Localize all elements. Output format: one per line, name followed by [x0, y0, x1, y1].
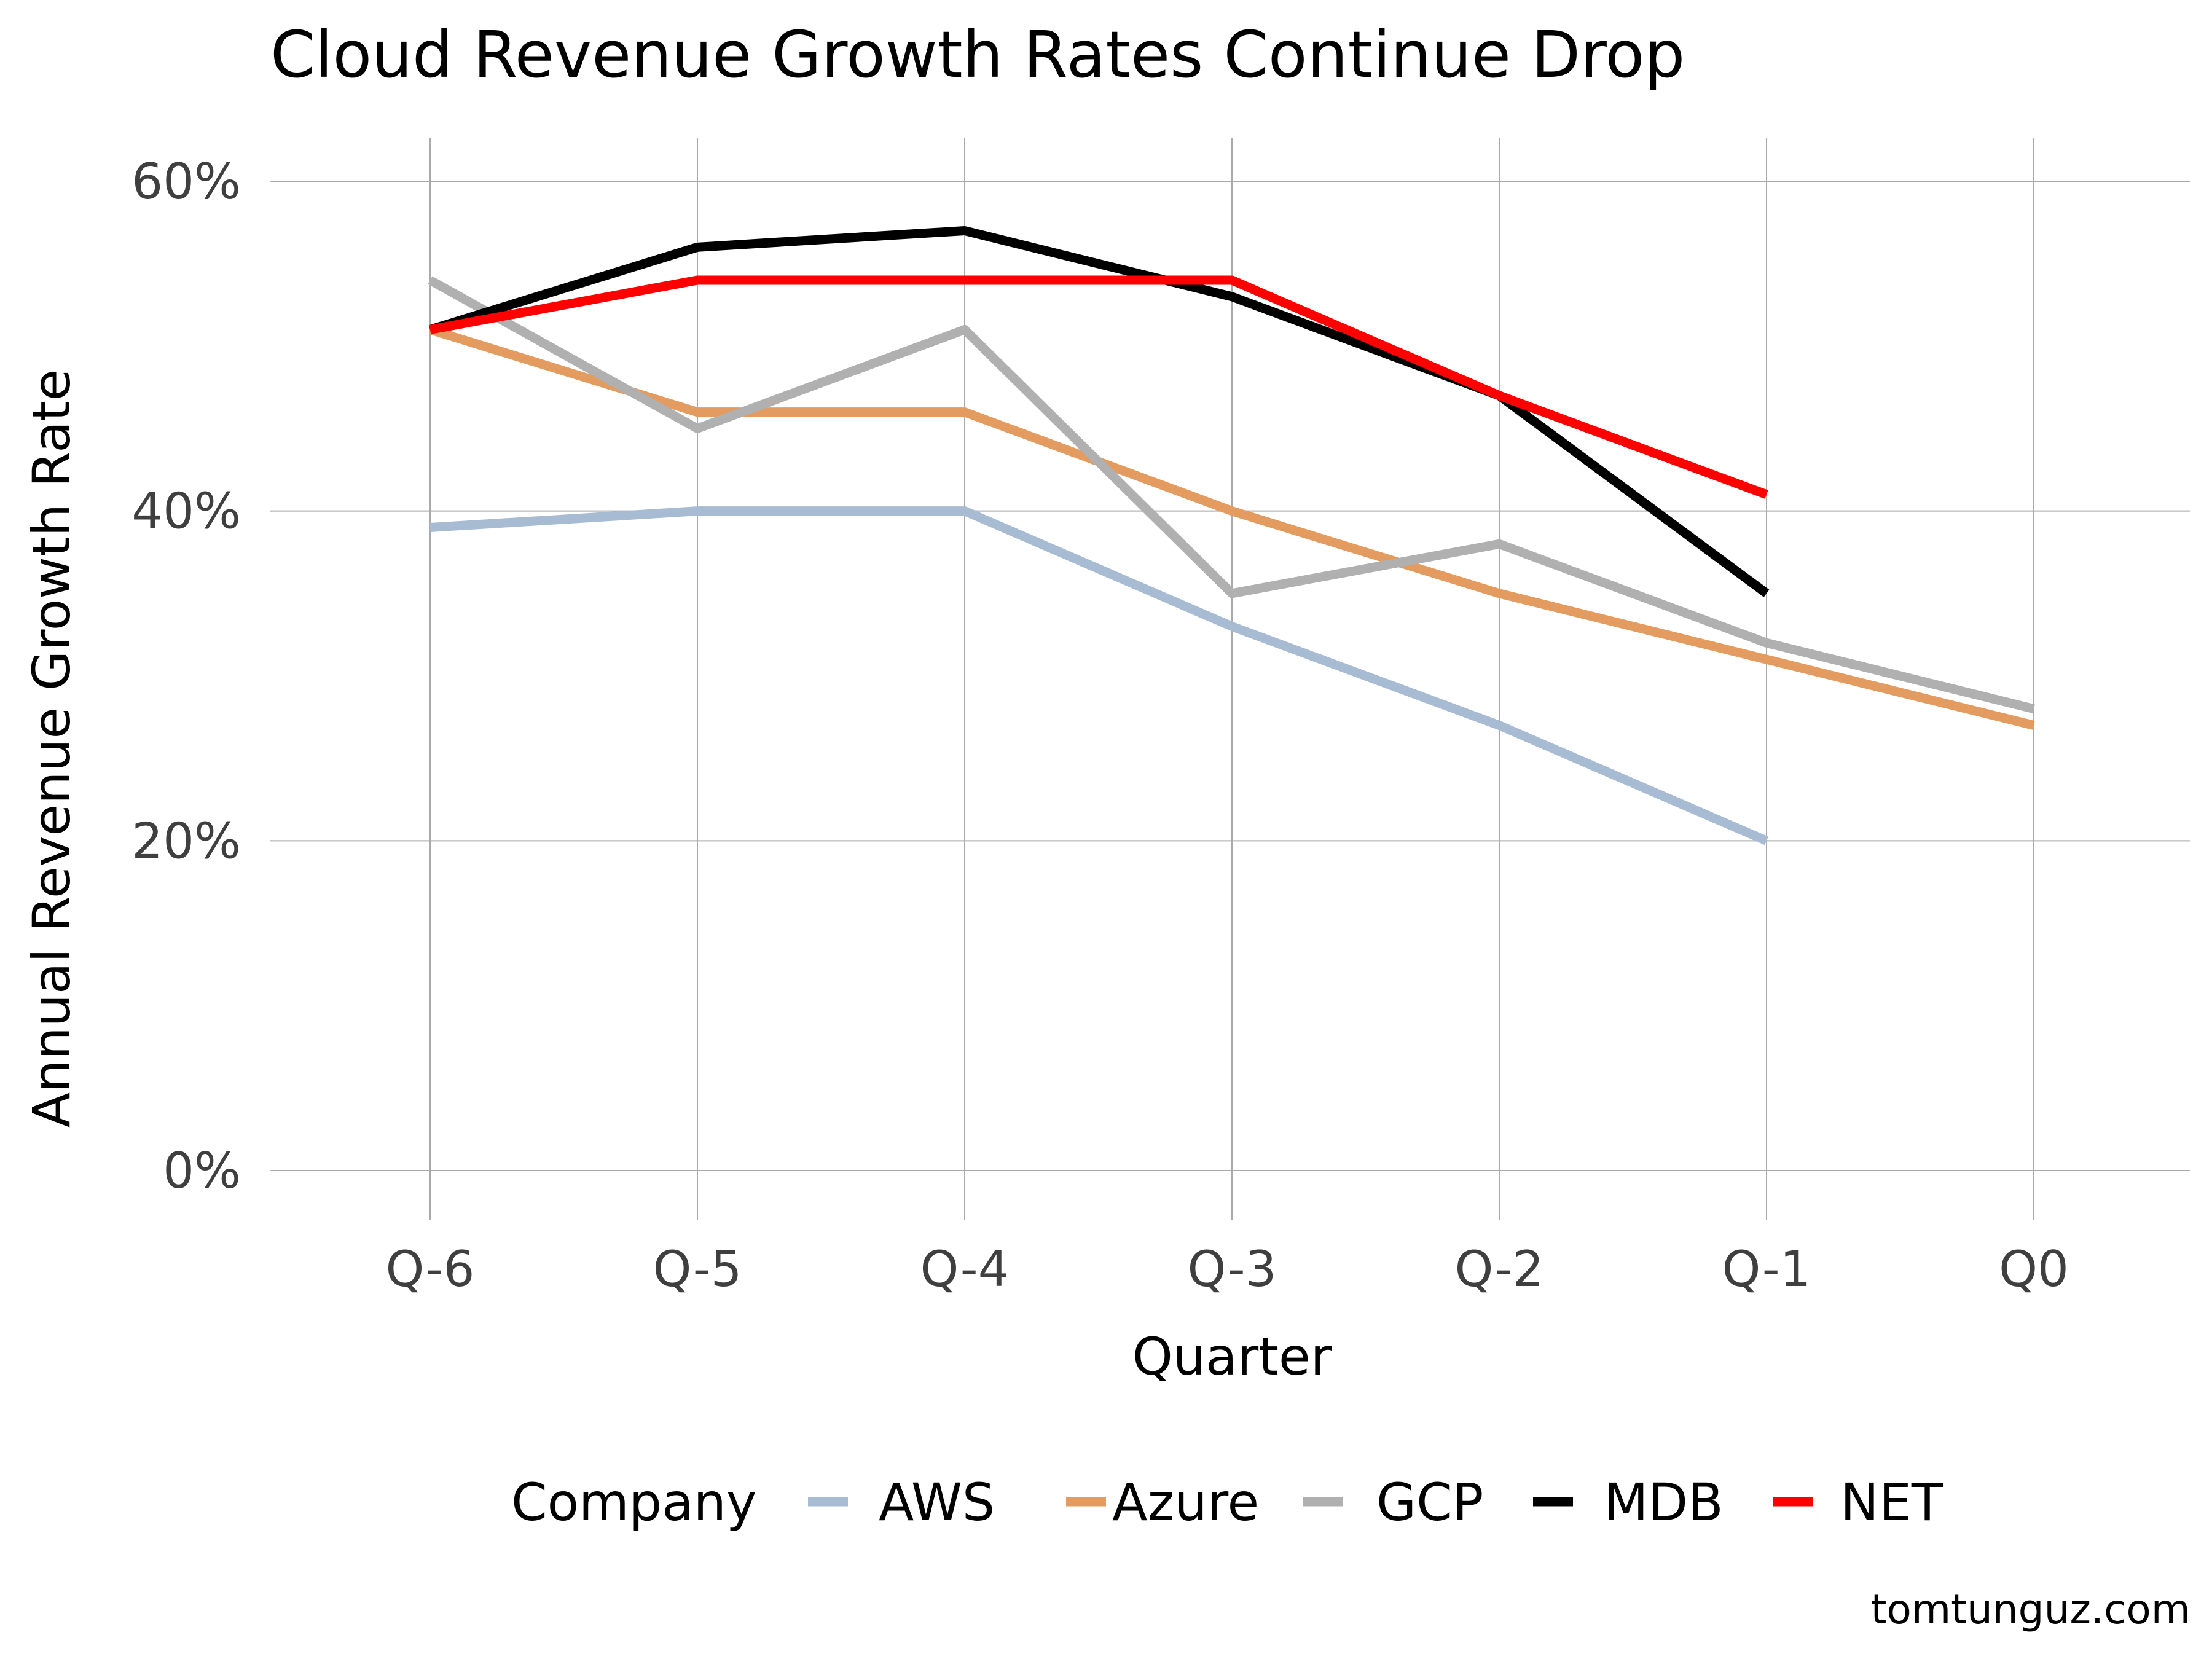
x-tick-label: Q-5 — [653, 1241, 742, 1298]
series-line-net — [429, 275, 1768, 499]
x-tick-label: Q-6 — [386, 1241, 475, 1298]
x-tick-label: Q-3 — [1188, 1241, 1277, 1298]
y-tick-label: 20% — [131, 812, 241, 869]
y-tick-label: 0% — [163, 1142, 241, 1199]
series-line-aws — [429, 506, 1768, 845]
x-tick-label: Q-4 — [920, 1241, 1010, 1298]
legend-label-gcp: GCP — [1376, 1472, 1483, 1532]
series-lines — [428, 226, 2035, 845]
x-tick-label: Q-1 — [1722, 1241, 1811, 1298]
series-line-gcp — [428, 276, 2035, 713]
legend-label-aws: AWS — [879, 1472, 995, 1532]
x-tick-label: Q0 — [1999, 1241, 2069, 1298]
legend-label-mdb: MDB — [1604, 1472, 1724, 1532]
y-axis-title: Annual Revenue Growth Rate — [22, 369, 82, 1128]
series-line-azure — [428, 325, 2035, 730]
x-tick-label: Q-2 — [1455, 1241, 1544, 1298]
y-axis-ticks: 0% 20% 40% 60% — [131, 153, 241, 1199]
y-tick-label: 40% — [131, 483, 241, 540]
x-axis-ticks: Q-6 Q-5 Q-4 Q-3 Q-2 Q-1 Q0 — [386, 1241, 2069, 1298]
legend-label-net: NET — [1840, 1472, 1943, 1532]
y-tick-label: 60% — [131, 153, 241, 210]
x-axis-title: Quarter — [1132, 1327, 1332, 1387]
source-caption: tomtunguz.com — [1871, 1586, 2190, 1633]
x-gridlines — [429, 138, 2034, 1220]
series-line-mdb — [428, 226, 1770, 597]
legend: Company AWS Azure GCP MDB NET — [511, 1472, 1943, 1532]
legend-label-azure: Azure — [1112, 1472, 1259, 1532]
legend-title: Company — [511, 1472, 757, 1532]
chart-title: Cloud Revenue Growth Rates Continue Drop — [270, 17, 1685, 92]
